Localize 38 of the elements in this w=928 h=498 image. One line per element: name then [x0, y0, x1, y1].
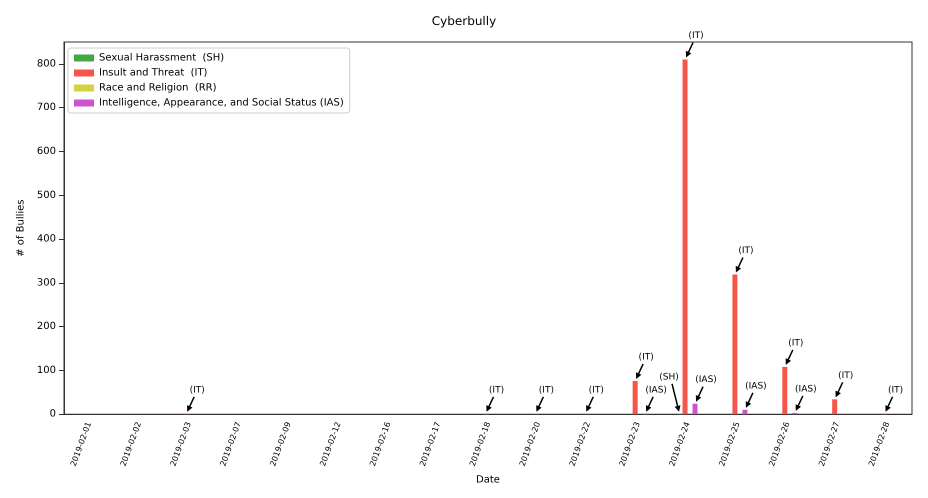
annotation: (IT) [488, 385, 504, 396]
annotation: (IT) [190, 385, 205, 396]
bar [832, 399, 838, 414]
chart-title: Cyberbully [432, 14, 496, 28]
annotation: (IT) [788, 338, 804, 348]
annotation: (IT) [738, 246, 754, 256]
annotation: (SH) [659, 372, 679, 382]
y-axis-title: # of Bullies [16, 199, 26, 257]
annotation: (IT) [838, 370, 854, 381]
legend-label: Sexual Harassment (SH) [99, 52, 224, 64]
y-tick-label: 300 [36, 277, 56, 288]
y-tick-label: 0 [50, 408, 56, 420]
bar [682, 60, 688, 414]
annotation: (IAS) [695, 375, 717, 386]
y-tick-label: 700 [36, 102, 56, 114]
annotation: (IT) [538, 385, 554, 396]
annotation: (IT) [588, 385, 604, 396]
bar [742, 410, 748, 414]
y-tick-label: 800 [36, 58, 56, 70]
y-tick-label: 200 [36, 321, 56, 332]
y-tick-label: 600 [36, 146, 56, 157]
annotation: (IT) [638, 352, 654, 362]
y-tick-label: 500 [36, 190, 56, 201]
y-tick-label: 100 [36, 364, 56, 376]
annotation: (IT) [888, 385, 904, 396]
bar [632, 380, 638, 414]
bar [782, 366, 788, 414]
bar [692, 404, 698, 414]
legend-label: Intelligence, Appearance, and Social Status (IAS) [99, 98, 344, 108]
annotation: (IAS) [645, 385, 667, 396]
annotation: (IAS) [795, 384, 817, 394]
annotation: (IAS) [745, 381, 767, 392]
y-tick-label: 400 [36, 234, 56, 245]
x-axis-title: Date [476, 474, 500, 486]
legend-label: Race and Religion (RR) [99, 82, 217, 94]
legend-label: Insult and Threat (IT) [99, 68, 208, 78]
bar [732, 274, 738, 414]
annotation: (IT) [688, 31, 704, 42]
